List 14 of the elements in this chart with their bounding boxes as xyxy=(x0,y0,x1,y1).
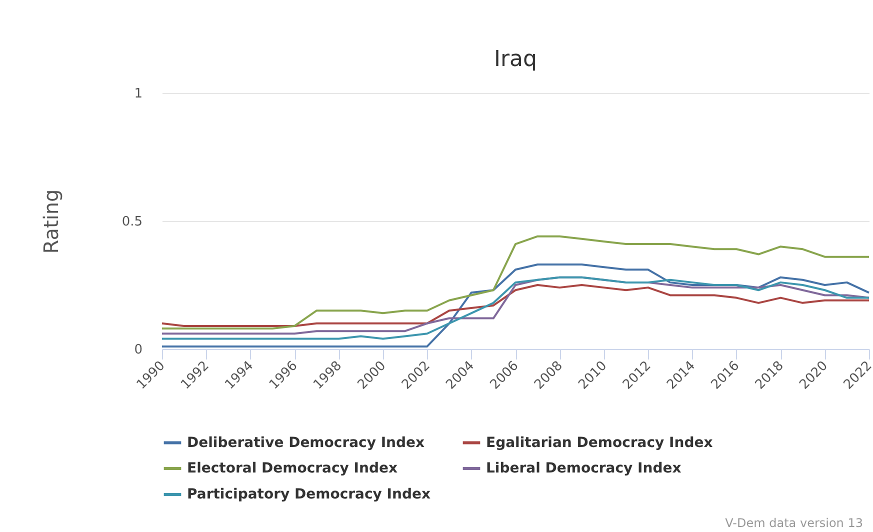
line-series xyxy=(161,235,870,330)
legend-label: Electoral Democracy Index xyxy=(187,460,398,476)
legend-label: Participatory Democracy Index xyxy=(187,486,431,502)
y-tick-label: 0 xyxy=(134,342,142,358)
legend-label: Deliberative Democracy Index xyxy=(187,434,425,451)
y-tick-label: 0.5 xyxy=(122,214,142,230)
y-axis-title: Rating xyxy=(38,189,63,254)
legend-label: Liberal Democracy Index xyxy=(486,460,682,476)
line-series xyxy=(161,284,870,327)
text: V-Dem data version 13 xyxy=(725,516,863,530)
line-series xyxy=(161,264,870,348)
y-tick-label: 1 xyxy=(134,86,142,102)
legend-label: Egalitarian Democracy Index xyxy=(486,434,713,451)
chart-title: Iraq xyxy=(494,47,537,72)
